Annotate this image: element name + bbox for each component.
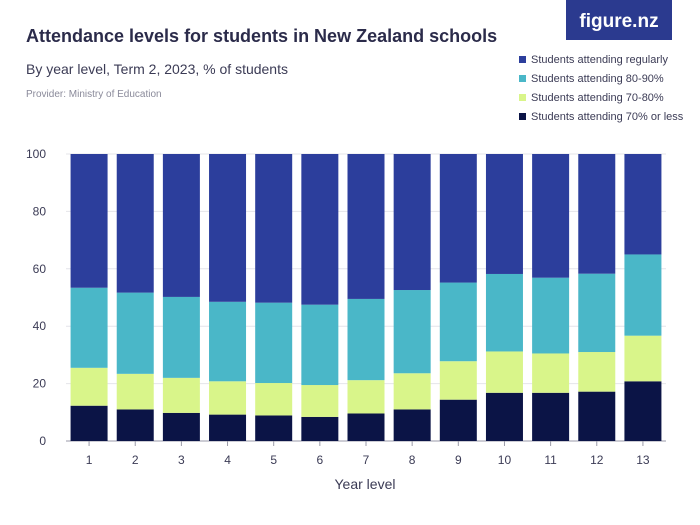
x-tick-label: 11 — [544, 453, 557, 467]
x-axis-label: Year level — [335, 476, 396, 492]
bar-segment — [578, 154, 616, 274]
chart-title: Attendance levels for students in New Ze… — [26, 26, 497, 46]
legend-entry: Students attending 80-90% — [531, 73, 664, 85]
logo-background — [566, 0, 672, 40]
bar-segment — [532, 154, 570, 278]
bar-segment — [532, 277, 570, 354]
bar-segment — [439, 154, 477, 283]
bar-segment — [116, 373, 154, 410]
x-tick-label: 5 — [270, 453, 277, 467]
bar-segment — [116, 409, 154, 441]
figure-nz-logo: figure.nz — [566, 0, 672, 40]
bar-segment — [485, 154, 523, 274]
bar-segment — [209, 381, 247, 415]
x-axis: 1 2 3 4 5 6 7 8 9 10 11 12 13 — [86, 441, 650, 467]
bar-segment — [393, 290, 431, 374]
bar-segment — [209, 301, 247, 382]
bar-segment — [301, 304, 339, 386]
bar-segment — [162, 154, 200, 297]
legend-entry: Students attending 70% or less — [531, 111, 684, 123]
x-tick-label: 6 — [317, 453, 324, 467]
bar-segment — [162, 412, 200, 441]
bar-segment — [578, 273, 616, 353]
bar-segment — [347, 154, 385, 299]
chart-subtitle: By year level, Term 2, 2023, % of studen… — [26, 61, 288, 77]
bar-segment — [301, 416, 339, 441]
legend-swatch — [519, 75, 526, 82]
bar-segment — [393, 373, 431, 410]
x-tick-label: 10 — [498, 453, 512, 467]
bar-segment — [116, 292, 154, 374]
x-tick-label: 3 — [178, 453, 185, 467]
x-tick-label: 7 — [363, 453, 370, 467]
y-tick-label: 40 — [33, 319, 47, 333]
bar-segment — [347, 380, 385, 414]
bar-segment — [624, 335, 662, 382]
x-tick-label: 12 — [590, 453, 604, 467]
chart-provider: Provider: Ministry of Education — [26, 89, 162, 100]
bar-segment — [485, 392, 523, 441]
x-tick-label: 2 — [132, 453, 139, 467]
y-tick-label: 100 — [26, 147, 46, 161]
bar-segment — [578, 352, 616, 392]
legend-swatch — [519, 56, 526, 63]
bar-segment — [624, 154, 662, 255]
y-tick-label: 0 — [39, 434, 46, 448]
legend-entry: Students attending regularly — [531, 54, 668, 66]
x-tick-label: 8 — [409, 453, 416, 467]
bar-segment — [578, 391, 616, 441]
legend-swatch — [519, 113, 526, 120]
legend: Students attending regularly Students att… — [519, 54, 684, 123]
bar-segment — [393, 154, 431, 291]
y-tick-label: 80 — [33, 204, 47, 218]
bar-segment — [301, 154, 339, 305]
bar-segment — [439, 282, 477, 362]
x-tick-label: 4 — [224, 453, 231, 467]
logo-text: figure.nz — [579, 11, 658, 32]
bar-segment — [624, 381, 662, 441]
bar-segment — [255, 154, 293, 303]
y-axis: 0 20 40 60 80 100 — [26, 147, 46, 448]
bar-segment — [439, 361, 477, 400]
bar-segment — [532, 392, 570, 441]
bar-segment — [624, 254, 662, 336]
bar-segment — [347, 298, 385, 381]
y-tick-label: 60 — [33, 262, 47, 276]
bar-segment — [162, 296, 200, 378]
bar-segment — [255, 383, 293, 416]
bar-segment — [116, 154, 154, 293]
legend-entry: Students attending 70-80% — [531, 92, 664, 104]
bar-segment — [70, 367, 108, 406]
bar-segment — [439, 399, 477, 441]
bar-segment — [301, 385, 339, 417]
y-tick-label: 20 — [33, 377, 47, 391]
bar-segment — [255, 415, 293, 441]
x-tick-label: 13 — [636, 453, 650, 467]
bar-segment — [162, 377, 200, 413]
bar-segment — [209, 414, 247, 441]
bar-segment — [347, 413, 385, 441]
bar-segment — [485, 351, 523, 393]
bar-segment — [70, 405, 108, 441]
bar-segment — [70, 287, 108, 368]
bar-segment — [70, 154, 108, 288]
legend-swatch — [519, 94, 526, 101]
bar-segment — [485, 273, 523, 352]
bar-segment — [255, 302, 293, 384]
bar-segment — [532, 353, 570, 393]
x-tick-label: 9 — [455, 453, 462, 467]
bars — [70, 154, 662, 441]
bar-segment — [393, 409, 431, 441]
x-tick-label: 1 — [86, 453, 93, 467]
bar-segment — [209, 154, 247, 302]
